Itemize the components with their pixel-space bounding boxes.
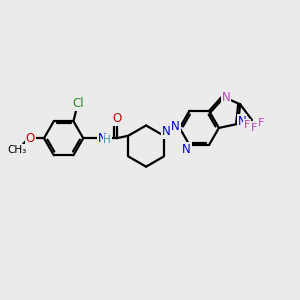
Text: F: F xyxy=(251,123,257,133)
Text: CH₃: CH₃ xyxy=(7,145,26,155)
Text: N: N xyxy=(222,91,230,104)
Text: N: N xyxy=(98,132,106,145)
Text: O: O xyxy=(112,112,121,125)
Text: N: N xyxy=(171,120,180,134)
Text: N: N xyxy=(238,116,246,128)
Text: F: F xyxy=(244,120,250,130)
Text: F: F xyxy=(258,118,264,128)
Text: Cl: Cl xyxy=(73,97,84,110)
Text: N: N xyxy=(182,143,191,156)
Text: H: H xyxy=(103,135,111,145)
Text: O: O xyxy=(26,132,35,145)
Text: N: N xyxy=(161,125,170,138)
